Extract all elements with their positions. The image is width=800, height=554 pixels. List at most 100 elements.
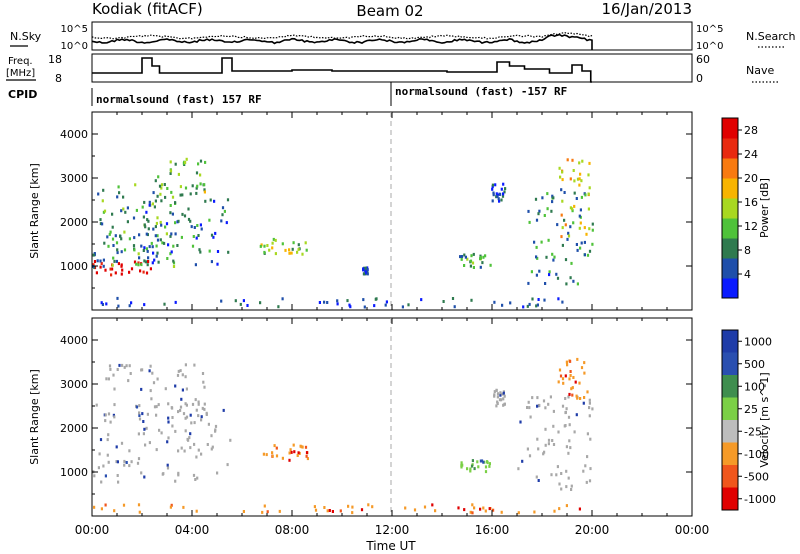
range-gate-cell xyxy=(171,406,174,410)
range-gate-cell xyxy=(339,509,342,513)
noise-left-tick-low: 10^0 xyxy=(61,41,88,52)
range-gate-cell xyxy=(111,263,114,267)
x-axis-ticks: 00:00 04:00 08:00 12:00 16:00 20:00 00:00 xyxy=(75,523,710,537)
range-gate-cell xyxy=(165,222,169,226)
range-gate-cell xyxy=(568,392,571,396)
range-gate-cell xyxy=(242,299,245,303)
range-gate-cell xyxy=(540,240,543,244)
range-gate-cell xyxy=(163,241,166,245)
range-gate-cell xyxy=(161,241,164,245)
range-gate-cell xyxy=(117,185,120,189)
range-gate-cell xyxy=(200,227,203,231)
range-gate-cell xyxy=(366,268,369,272)
range-gate-cell xyxy=(546,207,549,211)
range-gate-cell xyxy=(125,364,128,368)
range-gate-cell xyxy=(561,199,564,203)
range-gate-cell xyxy=(183,449,186,453)
range-gate-cell xyxy=(500,198,503,202)
range-gate-cell xyxy=(503,394,506,398)
range-gate-cell xyxy=(181,193,184,197)
range-gate-cell xyxy=(362,298,365,302)
range-gate-cell xyxy=(297,247,300,251)
range-gate-cell xyxy=(145,271,149,275)
range-gate-cell xyxy=(460,465,463,469)
range-gate-cell xyxy=(587,192,590,196)
range-gate-cell xyxy=(488,462,491,466)
range-gate-cell xyxy=(128,364,131,368)
range-gate-cell xyxy=(569,446,572,450)
range-gate-cell xyxy=(148,369,151,373)
range-gate-cell xyxy=(116,474,119,477)
range-gate-cell xyxy=(109,267,112,271)
range-gate-cell xyxy=(536,404,539,408)
range-gate-cell xyxy=(281,456,284,460)
range-gate-cell xyxy=(567,451,570,455)
range-gate-cell xyxy=(121,268,124,272)
range-gate-cell xyxy=(583,396,586,399)
range-gate-cell xyxy=(174,221,177,225)
range-gate-cell xyxy=(265,453,268,457)
range-gate-cell xyxy=(561,178,564,182)
range-gate-cell xyxy=(210,233,214,237)
colorbar-tick-label: 25 xyxy=(744,403,758,416)
range-gate-cell xyxy=(580,195,583,199)
range-gate-cell xyxy=(122,207,125,211)
range-gate-cell xyxy=(179,405,183,409)
range-gate-cell xyxy=(566,237,569,241)
range-gate-cell xyxy=(362,268,365,272)
range-gate-cell xyxy=(536,396,539,400)
velocity-x-ticks xyxy=(91,318,693,516)
range-gate-cell xyxy=(160,431,163,435)
range-gate-cell xyxy=(404,506,407,510)
range-gate-cell xyxy=(559,374,563,378)
range-gate-cell xyxy=(567,476,570,480)
range-gate-cell xyxy=(535,255,538,259)
range-gate-cell xyxy=(169,211,172,215)
range-gate-cell xyxy=(162,472,165,476)
range-gate-cell xyxy=(143,475,146,479)
scatter-region-5 xyxy=(460,459,491,474)
range-gate-cell xyxy=(579,172,582,176)
range-gate-cell xyxy=(197,414,200,418)
range-gate-cell xyxy=(176,373,180,377)
range-gate-cell xyxy=(557,430,560,434)
range-gate-cell xyxy=(580,241,583,245)
range-gate-cell xyxy=(527,281,530,285)
range-gate-cell xyxy=(129,372,132,375)
range-gate-cell xyxy=(133,260,137,264)
range-gate-cell xyxy=(137,432,140,436)
range-gate-cell xyxy=(177,473,180,477)
range-gate-cell xyxy=(347,504,350,508)
range-gate-cell xyxy=(174,162,177,166)
range-gate-cell xyxy=(92,253,95,257)
range-gate-cell xyxy=(133,236,136,240)
range-gate-cell xyxy=(566,158,569,162)
range-gate-cell xyxy=(210,434,213,438)
colorbar-cell xyxy=(722,158,738,179)
range-gate-cell xyxy=(115,241,119,245)
range-gate-cell xyxy=(326,301,329,304)
scatter-region-9 xyxy=(459,252,492,269)
range-gate-cell xyxy=(181,373,184,377)
range-gate-cell xyxy=(537,447,540,451)
range-gate-cell xyxy=(305,451,309,455)
range-gate-cell xyxy=(97,466,100,470)
range-gate-cell xyxy=(553,255,556,259)
range-gate-cell xyxy=(151,371,154,375)
range-gate-cell xyxy=(107,244,110,248)
range-gate-cell xyxy=(137,503,141,507)
range-gate-cell xyxy=(202,380,205,384)
range-gate-cell xyxy=(101,303,104,306)
range-gate-cell xyxy=(538,269,541,273)
range-gate-cell xyxy=(266,244,269,247)
colorbar-cell xyxy=(722,238,738,259)
range-gate-cell xyxy=(522,305,525,309)
range-gate-cell xyxy=(137,252,140,256)
scatter-region-1 xyxy=(92,402,232,484)
range-gate-cell xyxy=(120,250,123,254)
range-gate-cell xyxy=(109,230,112,234)
range-gate-cell xyxy=(263,250,266,254)
range-gate-cell xyxy=(177,219,180,223)
cpid-label: CPID xyxy=(8,88,37,101)
range-gate-cell xyxy=(460,255,464,258)
